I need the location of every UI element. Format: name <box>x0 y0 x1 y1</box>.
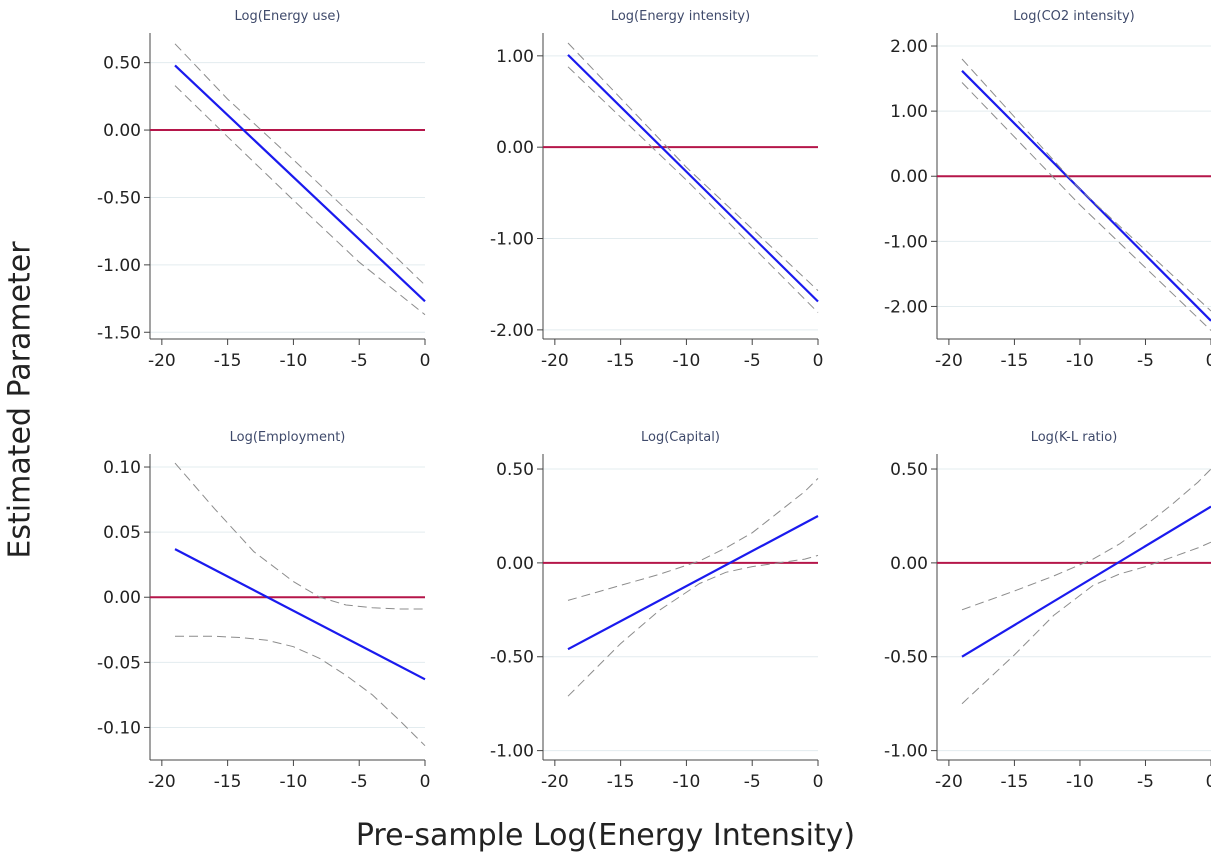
x-tick-label: -20 <box>148 351 176 371</box>
y-tick-label: -2.00 <box>884 297 928 317</box>
panel-title: Log(Capital) <box>641 430 720 445</box>
y-tick-label: -0.50 <box>884 648 928 668</box>
x-tick-label: -10 <box>1066 351 1094 371</box>
y-tick-label: 1.00 <box>890 102 928 122</box>
y-tick-label: -1.00 <box>490 230 534 250</box>
panel-title: Log(K-L ratio) <box>1031 430 1118 445</box>
x-tick-label: -5 <box>744 351 761 371</box>
y-tick-label: 2.00 <box>890 37 928 57</box>
y-tick-label: -1.00 <box>97 256 141 276</box>
ci-lower-line <box>961 541 1211 705</box>
x-tick-label: -10 <box>673 351 701 371</box>
x-tick-label: -5 <box>351 351 368 371</box>
x-tick-label: 0 <box>420 772 431 792</box>
x-tick-label: -10 <box>1066 772 1094 792</box>
y-tick-label: 0.50 <box>496 460 534 480</box>
ci-upper-line <box>174 462 425 610</box>
y-tick-label: 0.10 <box>103 458 141 478</box>
ci-upper-line <box>961 58 1211 312</box>
x-tick-label: 0 <box>813 351 824 371</box>
x-tick-label: -20 <box>935 351 963 371</box>
estimate-line <box>567 515 819 651</box>
y-tick-label: -0.10 <box>97 718 141 738</box>
x-tick-label: -5 <box>1137 772 1154 792</box>
panel-title: Log(Employment) <box>230 430 346 445</box>
ci-lower-line <box>175 635 426 747</box>
x-axis-label: Pre-sample Log(Energy Intensity) <box>355 818 856 853</box>
panel-title: Log(Energy intensity) <box>611 9 750 24</box>
x-tick-label: -15 <box>1001 351 1029 371</box>
x-tick-label: -15 <box>214 351 242 371</box>
y-tick-label: -1.00 <box>884 742 928 762</box>
x-tick-label: -20 <box>935 772 963 792</box>
ci-lower-line <box>567 66 819 313</box>
ci-upper-line <box>174 43 426 286</box>
y-tick-label: 1.00 <box>496 47 534 67</box>
x-tick-label: -10 <box>673 772 701 792</box>
x-tick-label: -5 <box>744 772 761 792</box>
x-tick-label: -20 <box>148 772 176 792</box>
estimate-line <box>174 548 426 681</box>
x-tick-label: -15 <box>214 772 242 792</box>
estimate-line <box>567 54 819 303</box>
y-tick-label: -1.00 <box>490 742 534 762</box>
x-tick-label: -10 <box>280 772 308 792</box>
x-tick-label: -5 <box>351 772 368 792</box>
x-tick-label: 0 <box>1206 772 1211 792</box>
x-tick-label: 0 <box>813 772 824 792</box>
x-tick-label: -20 <box>541 351 569 371</box>
x-tick-label: -5 <box>1137 351 1154 371</box>
ci-upper-line <box>567 478 819 601</box>
ci-upper-line <box>567 42 819 291</box>
ci-lower-line <box>174 85 426 316</box>
y-tick-label: 0.50 <box>103 54 141 74</box>
x-tick-label: -15 <box>1001 772 1029 792</box>
x-tick-label: 0 <box>1206 351 1211 371</box>
estimate-line <box>961 505 1211 658</box>
y-tick-label: -0.50 <box>490 648 534 668</box>
y-tick-label: 0.00 <box>103 121 141 141</box>
y-tick-label: -0.50 <box>97 188 141 208</box>
ci-lower-line <box>961 82 1211 331</box>
x-tick-label: -15 <box>607 772 635 792</box>
x-tick-label: 0 <box>420 351 431 371</box>
x-tick-label: -10 <box>280 351 308 371</box>
panel-title: Log(CO2 intensity) <box>1013 9 1134 24</box>
y-tick-label: 0.00 <box>890 554 928 574</box>
y-tick-label: -1.00 <box>884 232 928 252</box>
panel-title: Log(Energy use) <box>234 9 340 24</box>
y-tick-label: -2.00 <box>490 321 534 341</box>
y-tick-label: -0.05 <box>97 653 141 673</box>
estimate-line <box>174 64 426 303</box>
y-tick-label: 0.50 <box>890 460 928 480</box>
ci-upper-line <box>961 468 1211 611</box>
x-tick-label: -20 <box>541 772 569 792</box>
y-tick-label: 0.00 <box>496 554 534 574</box>
y-tick-label: 0.00 <box>103 588 141 608</box>
y-tick-label: 0.00 <box>496 138 534 158</box>
ci-lower-line <box>567 554 819 697</box>
y-tick-label: 0.00 <box>890 167 928 187</box>
y-tick-label: -1.50 <box>97 323 141 343</box>
y-tick-label: 0.05 <box>103 523 141 543</box>
x-tick-label: -15 <box>607 351 635 371</box>
